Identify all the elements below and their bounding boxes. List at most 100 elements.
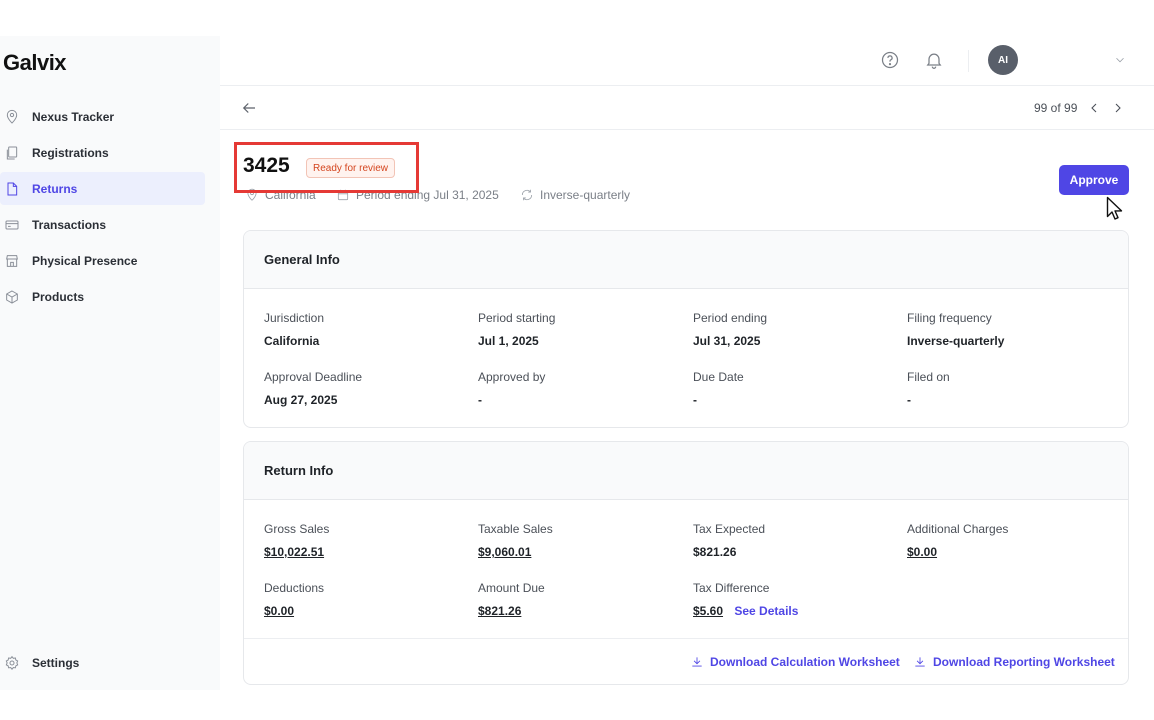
- field-period-starting: Period starting Jul 1, 2025: [478, 311, 555, 348]
- card-title: Return Info: [244, 442, 1128, 500]
- field-label: Period ending: [693, 311, 768, 325]
- store-icon: [6, 254, 18, 267]
- sidebar-item-label: Nexus Tracker: [32, 109, 115, 124]
- field-taxable-sales: Taxable Sales $9,060.01: [478, 522, 553, 559]
- sidebar-item-label: Products: [32, 289, 85, 304]
- gross-sales-link[interactable]: $10,022.51: [264, 545, 325, 559]
- app-logo: Galvix: [3, 50, 67, 75]
- sidebar-item-label: Physical Presence: [32, 253, 138, 268]
- general-info-card: General Info Jurisdiction California Per…: [243, 230, 1129, 428]
- map-pin-icon: [6, 109, 18, 124]
- field-label: Approval Deadline: [264, 370, 363, 384]
- field-label: Filed on: [907, 370, 950, 384]
- field-tax-difference: Tax Difference $5.60 See Details: [693, 581, 798, 618]
- card-title: General Info: [244, 231, 1128, 289]
- field-deductions: Deductions $0.00: [264, 581, 324, 618]
- amount-due-link[interactable]: $821.26: [478, 604, 522, 618]
- see-details-link[interactable]: See Details: [734, 604, 799, 618]
- sidebar-item-label: Registrations: [32, 145, 109, 160]
- sidebar-item-physical-presence[interactable]: Physical Presence: [0, 244, 205, 277]
- field-label: Gross Sales: [264, 522, 330, 536]
- field-value: Inverse-quarterly: [907, 334, 1005, 348]
- sidebar-item-label: Returns: [32, 181, 78, 196]
- download-calc-label: Download Calculation Worksheet: [710, 655, 900, 669]
- mouse-pointer-icon: [1106, 196, 1123, 220]
- field-filing-frequency: Filing frequency Inverse-quarterly: [907, 311, 1004, 348]
- download-icon: [692, 657, 702, 667]
- field-amount-due: Amount Due $821.26: [478, 581, 545, 618]
- field-value: Jul 1, 2025: [478, 334, 539, 348]
- meta-frequency: Inverse-quarterly: [520, 188, 630, 202]
- highlight-box: [234, 142, 419, 193]
- download-report-label: Download Reporting Worksheet: [933, 655, 1115, 669]
- box-icon: [6, 289, 18, 304]
- download-reporting-worksheet-link[interactable]: Download Reporting Worksheet: [913, 655, 1115, 669]
- sidebar-item-registrations[interactable]: Registrations: [0, 136, 205, 169]
- field-period-ending: Period ending Jul 31, 2025: [693, 311, 767, 348]
- sidebar-item-products[interactable]: Products: [0, 280, 205, 313]
- status-badge: Ready for review: [306, 158, 396, 178]
- field-value: $821.26: [693, 545, 737, 559]
- sidebar-item-returns[interactable]: Returns: [0, 172, 205, 205]
- field-value: -: [693, 393, 697, 407]
- back-arrow-icon[interactable]: [240, 99, 258, 117]
- field-value: Jul 31, 2025: [693, 334, 761, 348]
- avatar[interactable]: AI: [988, 45, 1018, 75]
- sidebar: Galvix Nexus Tracker Registrations Retur…: [0, 36, 220, 690]
- meta-frequency-text: Inverse-quarterly: [540, 188, 631, 202]
- credit-card-icon: [5, 220, 19, 229]
- sub-bar: 99 of 99: [220, 86, 1154, 130]
- help-icon[interactable]: [880, 50, 900, 70]
- gear-icon: [5, 655, 19, 670]
- field-approved-by: Approved by -: [478, 370, 545, 407]
- field-value-row: $5.60 See Details: [693, 604, 798, 618]
- field-label: Deductions: [264, 581, 325, 595]
- field-label: Taxable Sales: [478, 522, 553, 536]
- field-label: Tax Difference: [693, 581, 770, 595]
- chevron-down-icon[interactable]: [1113, 53, 1127, 72]
- field-label: Tax Expected: [693, 522, 766, 536]
- sidebar-item-nexus-tracker[interactable]: Nexus Tracker: [0, 100, 205, 133]
- divider: [968, 50, 969, 72]
- field-value: California: [264, 334, 320, 348]
- documents-icon: [6, 146, 18, 159]
- sidebar-item-transactions[interactable]: Transactions: [0, 208, 205, 241]
- refresh-icon: [521, 189, 533, 201]
- field-label: Additional Charges: [907, 522, 1009, 536]
- field-label: Approved by: [478, 370, 546, 384]
- download-icon: [915, 657, 925, 667]
- field-approval-deadline: Approval Deadline Aug 27, 2025: [264, 370, 362, 407]
- field-label: Period starting: [478, 311, 556, 325]
- field-additional-charges: Additional Charges $0.00: [907, 522, 1008, 559]
- field-tax-expected: Tax Expected $821.26: [693, 522, 765, 559]
- field-filed-on: Filed on -: [907, 370, 950, 407]
- field-label: Filing frequency: [907, 311, 992, 325]
- chevron-right-icon[interactable]: [1110, 100, 1126, 116]
- field-due-date: Due Date -: [693, 370, 744, 407]
- sidebar-nav: Nexus Tracker Registrations Returns Tran…: [0, 100, 205, 316]
- taxable-sales-link[interactable]: $9,060.01: [478, 545, 532, 559]
- field-value: -: [478, 393, 482, 407]
- bell-icon[interactable]: [924, 50, 944, 70]
- field-jurisdiction: Jurisdiction California: [264, 311, 324, 348]
- download-calculation-worksheet-link[interactable]: Download Calculation Worksheet: [690, 655, 900, 669]
- page-title: 3425: [243, 154, 290, 177]
- field-label: Jurisdiction: [264, 311, 325, 325]
- additional-charges-link[interactable]: $0.00: [907, 545, 938, 559]
- approve-button[interactable]: Approve: [1059, 165, 1129, 195]
- field-label: Amount Due: [478, 581, 545, 595]
- tax-difference-link[interactable]: $5.60: [693, 604, 724, 618]
- sidebar-item-label: Settings: [32, 655, 80, 670]
- field-value: Aug 27, 2025: [264, 393, 338, 407]
- sidebar-item-settings[interactable]: Settings: [0, 646, 205, 679]
- chevron-left-icon[interactable]: [1086, 100, 1102, 116]
- field-gross-sales: Gross Sales $10,022.51: [264, 522, 329, 559]
- deductions-link[interactable]: $0.00: [264, 604, 295, 618]
- sidebar-item-label: Transactions: [32, 217, 107, 232]
- card-footer: Download Calculation Worksheet Download …: [244, 638, 1128, 684]
- pager-text: 99 of 99: [1034, 101, 1078, 115]
- file-icon: [7, 182, 18, 195]
- field-value: -: [907, 393, 911, 407]
- top-bar: AI: [220, 36, 1154, 86]
- field-label: Due Date: [693, 370, 744, 384]
